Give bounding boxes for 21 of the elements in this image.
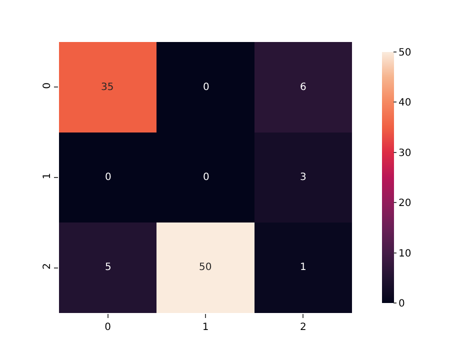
color-bar-label: 50 bbox=[398, 48, 412, 58]
data-label: 0 bbox=[203, 82, 210, 93]
color-bar-label: 0 bbox=[398, 298, 405, 310]
x-tick-label: 2 bbox=[300, 322, 306, 333]
x-tick-label: 0 bbox=[104, 322, 112, 333]
color-bar-label: 10 bbox=[398, 248, 412, 260]
data-label: 0 bbox=[203, 172, 210, 183]
data-label: 1 bbox=[300, 262, 306, 273]
y-tick-label: 1 bbox=[42, 172, 53, 180]
data-label: 3 bbox=[300, 172, 306, 183]
data-label: 50 bbox=[199, 262, 212, 273]
y-tick-label: 2 bbox=[42, 263, 53, 270]
color-bar-label: 30 bbox=[398, 148, 412, 159]
y-tick-label: 0 bbox=[42, 82, 53, 89]
color-bar-label: 20 bbox=[398, 198, 412, 210]
data-label: 6 bbox=[300, 82, 306, 93]
color-bar-label: 40 bbox=[398, 98, 412, 109]
data-label: 0 bbox=[105, 172, 112, 183]
x-tick-label: 1 bbox=[202, 322, 209, 333]
data-label: 35 bbox=[101, 82, 114, 93]
data-label: 5 bbox=[105, 262, 112, 273]
